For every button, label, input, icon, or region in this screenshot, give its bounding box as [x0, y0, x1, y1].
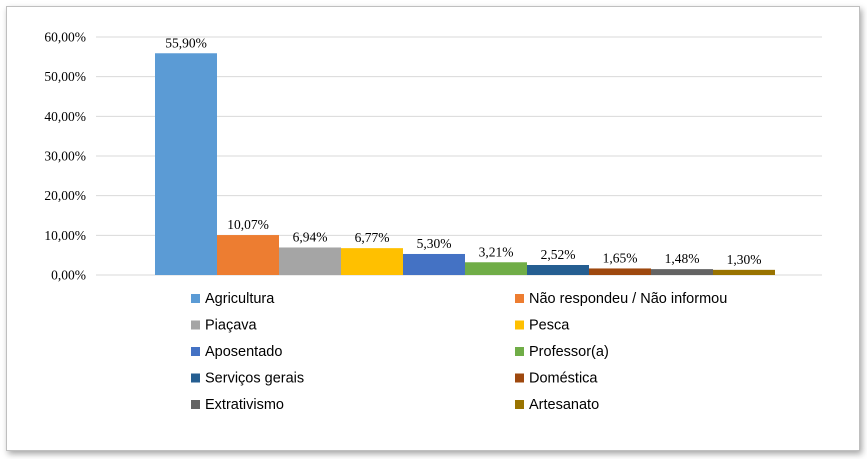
legend-label: Serviços gerais	[205, 371, 304, 387]
legend-swatch	[191, 320, 200, 330]
legend-label: Não respondeu / Não informou	[529, 291, 727, 307]
legend-label: Piaçava	[205, 318, 258, 334]
chart-frame	[6, 6, 860, 451]
legend-label: Extrativismo	[205, 397, 284, 413]
y-tick-label: 40,00%	[44, 109, 86, 124]
bar	[403, 253, 465, 275]
bar	[651, 269, 713, 275]
legend-swatch	[515, 400, 524, 409]
data-label: 6,77%	[355, 230, 390, 245]
y-tick-label: 30,00%	[44, 149, 86, 164]
y-tick-label: 0,00%	[51, 268, 86, 283]
legend-swatch	[515, 294, 524, 303]
bar	[589, 268, 651, 275]
data-label: 2,52%	[541, 247, 576, 262]
y-tick-label: 50,00%	[44, 69, 86, 84]
y-tick-label: 60,00%	[44, 30, 86, 45]
legend-swatch	[515, 347, 524, 356]
data-label: 5,30%	[417, 236, 452, 251]
data-label: 1,48%	[665, 251, 700, 266]
legend-swatch	[515, 320, 524, 330]
data-label: 1,30%	[727, 252, 762, 267]
bar	[155, 53, 217, 275]
legend-label: Aposentado	[205, 344, 282, 360]
legend-label: Agricultura	[205, 291, 275, 307]
y-tick-label: 20,00%	[44, 188, 86, 203]
bar	[279, 247, 341, 275]
legend-swatch	[191, 294, 200, 303]
legend-swatch	[191, 400, 200, 409]
bar	[217, 235, 279, 275]
data-label: 10,07%	[227, 217, 269, 232]
bar	[713, 269, 775, 275]
legend-swatch	[191, 373, 200, 383]
data-label: 55,90%	[165, 35, 207, 50]
legend-label: Doméstica	[529, 371, 598, 387]
data-label: 1,65%	[603, 250, 638, 265]
legend-label: Pesca	[529, 318, 570, 334]
legend-label: Artesanato	[529, 397, 599, 413]
data-label: 3,21%	[479, 244, 514, 259]
bar	[341, 248, 403, 275]
bar	[527, 265, 589, 275]
legend-label: Professor(a)	[529, 344, 609, 360]
legend-swatch	[515, 373, 524, 383]
bar	[465, 262, 527, 275]
legend-swatch	[191, 347, 200, 356]
y-tick-label: 10,00%	[44, 228, 86, 243]
data-label: 6,94%	[293, 229, 328, 244]
